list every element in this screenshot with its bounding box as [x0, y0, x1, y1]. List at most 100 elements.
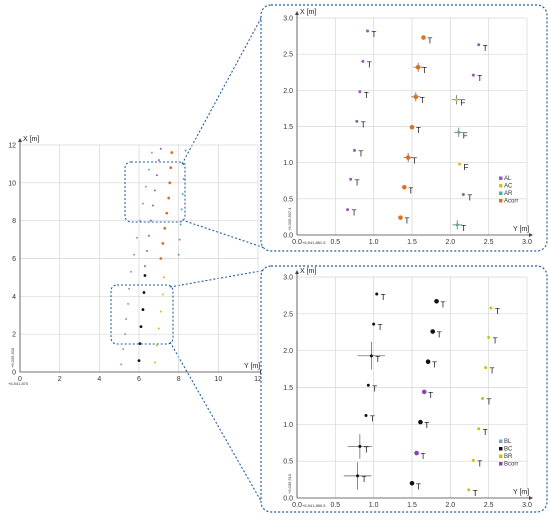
overview-point [153, 361, 156, 364]
zoom-panel-b: 0.0 0.5 1.0 1.5 2.0 2.5 3.0 0.0 0.5 1.0 1.5 2.0 2.5 3… [260, 265, 548, 513]
y-tick-label: 1.5 [283, 124, 293, 131]
legend-swatch [499, 191, 503, 195]
point-label: T [495, 307, 500, 316]
overview-point [159, 257, 163, 260]
zoom-point [414, 450, 419, 456]
x-tick-label: 4 [97, 376, 101, 383]
point-label: T [408, 186, 413, 195]
point-label: T [412, 157, 417, 166]
y-tick-label: 6 [12, 256, 16, 263]
point-label: F [464, 163, 469, 172]
x-tick-label: 0.0 [292, 239, 302, 246]
point-label: T [493, 336, 498, 345]
zoom-point [430, 329, 436, 334]
zoom-point [418, 419, 423, 425]
overview-point [128, 287, 131, 290]
zoom-point [467, 488, 471, 492]
zoom-point [481, 397, 485, 401]
zoom-point [409, 480, 415, 486]
origin-x-offset: +6,541,881.5 [302, 240, 326, 245]
zoom-point [487, 335, 491, 339]
point-label: T [359, 149, 364, 158]
y-tick-label: 2.0 [283, 348, 293, 355]
zoom-point [372, 322, 376, 326]
overview-point [180, 208, 183, 211]
overview-point [151, 204, 154, 207]
overview-point [136, 236, 139, 239]
overview-point [142, 291, 146, 294]
zoom-point [358, 90, 362, 94]
zoom-point [369, 354, 373, 358]
point-label: T [477, 459, 482, 468]
overview-point [177, 253, 180, 256]
x-tick-label: 1.5 [407, 502, 417, 509]
point-label: T [361, 120, 366, 129]
zoom-point [409, 124, 415, 130]
y-tick-label: 2.5 [283, 311, 293, 318]
y-axis-arrow [295, 270, 299, 274]
overview-point [170, 151, 174, 154]
overview-point [155, 344, 158, 347]
point-label: T [378, 323, 383, 332]
zoom-point [471, 73, 475, 77]
point-label: T [420, 96, 425, 105]
zoom-point [415, 64, 421, 70]
overview-point [161, 293, 164, 296]
overview-point [153, 189, 156, 192]
point-label: T [467, 193, 472, 202]
point-label: T [437, 331, 442, 340]
overview-point [168, 181, 172, 185]
x-tick-label: 2.5 [484, 239, 494, 246]
overview-point [150, 151, 153, 154]
overview-point [184, 149, 187, 152]
origin-y-offset: +6,035,510 [287, 473, 292, 494]
origin-x-offset: +6,541,870 [8, 381, 29, 386]
x-tick-label: 10 [214, 376, 222, 383]
point-label: T [432, 361, 437, 370]
legend-swatch [499, 199, 503, 203]
origin-y-offset: +6,035,507.4 [287, 207, 292, 231]
x-tick-label: 1.0 [369, 239, 379, 246]
overview-point [165, 211, 169, 215]
inset-box-upper [124, 161, 186, 223]
y-tick-label: 8 [12, 218, 16, 225]
point-label: T [416, 482, 421, 491]
zoom-point [461, 192, 465, 196]
zoom-point [425, 359, 431, 365]
y-tick-label: 2.0 [283, 88, 293, 95]
zoom-panel-a: 0.0 0.5 1.0 1.5 2.0 2.5 3.0 0.0 0.5 1.0 1.5 2.0 2.5 3… [260, 4, 548, 252]
point-label: T [461, 224, 466, 233]
connector-line [181, 8, 267, 165]
zoom-point [477, 427, 481, 431]
overview-chart: 0 2 4 6 8 10 12 0 2 4 6 8 10 12 Y [m] X [m] +6,541,870 +6… [8, 136, 264, 386]
point-label: T [362, 475, 367, 484]
x-tick-label: 8 [177, 376, 181, 383]
y-axis-arrow [18, 138, 22, 142]
overview-point [143, 265, 146, 268]
x-axis-label: Y [m] [244, 363, 260, 370]
point-label: T [483, 44, 488, 53]
origin-y-offset: +6,035,500 [10, 347, 15, 368]
overview-point [167, 196, 171, 200]
point-label: T [477, 74, 482, 83]
overview-point [133, 253, 136, 256]
zoom-point [364, 413, 368, 417]
origin-x-offset: +6,541,880.5 [302, 503, 326, 508]
overview-point [179, 223, 182, 226]
zoom-point [366, 29, 370, 33]
y-axis-label: X [m] [23, 136, 39, 143]
overview-point [137, 359, 141, 363]
point-label: T [372, 30, 377, 39]
legend-label: AL [504, 176, 512, 182]
zoom-point [484, 366, 488, 370]
x-tick-label: 2 [58, 376, 62, 383]
legend-label: Acorr [504, 199, 518, 205]
point-label: T [364, 445, 369, 454]
legend-label: BC [504, 447, 513, 453]
point-label: T [381, 293, 386, 302]
overview-point [169, 166, 173, 170]
overview-point [161, 241, 165, 245]
zoom-frame [260, 265, 548, 513]
overview-point [147, 234, 150, 237]
zoom-frame [260, 4, 548, 252]
